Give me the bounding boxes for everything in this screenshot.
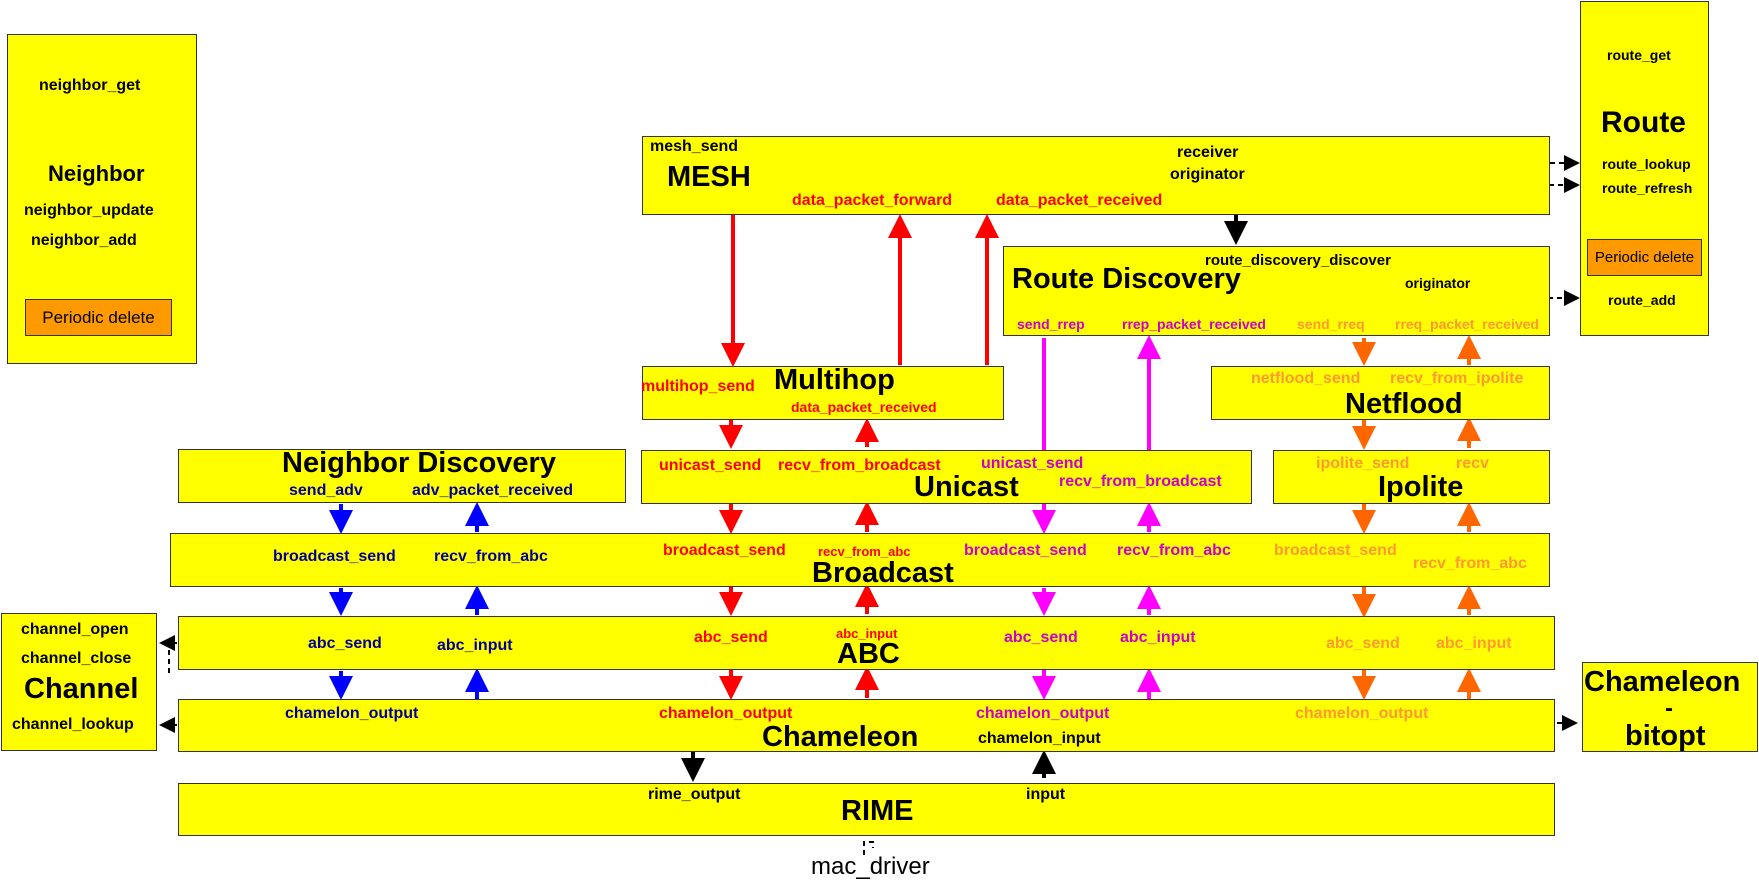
mesh-box	[642, 136, 1550, 215]
channel-box	[1, 613, 157, 751]
abc-title: ABC	[837, 638, 900, 670]
channel-close-label: channel_close	[21, 650, 132, 667]
ipolite-title: Ipolite	[1378, 471, 1464, 503]
multihop-received-label: data_packet_received	[791, 399, 937, 415]
route-discovery-originator-label: originator	[1405, 275, 1471, 291]
broadcast-recv-red-label: recv_from_abc	[818, 544, 911, 559]
neighbor-discovery-box	[178, 449, 626, 503]
neighbor-update-label: neighbor_update	[24, 202, 154, 219]
channel-title: Channel	[24, 673, 139, 705]
abc-box	[178, 616, 1555, 670]
route-add-label: route_add	[1608, 292, 1676, 308]
blue-arrows	[329, 502, 489, 700]
route-discovery-rrep-received-label: rrep_packet_received	[1122, 316, 1266, 332]
abc-send-red-label: abc_send	[694, 629, 768, 646]
route-discovery-rreq-received-label: rreq_packet_received	[1395, 316, 1539, 332]
mesh-forward-label: data_packet_forward	[792, 192, 953, 209]
mesh-received-label: data_packet_received	[996, 192, 1163, 209]
unicast-recv-mag-label: recv_from_broadcast	[1059, 473, 1222, 490]
unicast-recv-red-label: recv_from_broadcast	[778, 457, 941, 474]
neighbor-discovery-send-label: send_adv	[289, 482, 363, 499]
route-discovery-box	[1003, 246, 1550, 336]
rime-box	[178, 783, 1555, 836]
broadcast-recv-mag-label: recv_from_abc	[1117, 542, 1231, 559]
chameleon-output-org-label: chamelon_output	[1295, 705, 1429, 722]
abc-input-org-label: abc_input	[1436, 635, 1512, 652]
route-lookup-label: route_lookup	[1602, 156, 1691, 172]
broadcast-box	[170, 533, 1550, 587]
abc-input-red-label: abc_input	[836, 626, 898, 641]
channel-lookup-label: channel_lookup	[12, 716, 134, 733]
broadcast-recv-blue-label: recv_from_abc	[434, 548, 548, 565]
route-discovery-discover-label: route_discovery_discover	[1205, 252, 1391, 269]
rime-output-label: rime_output	[648, 786, 741, 803]
unicast-send-mag-label: unicast_send	[981, 455, 1084, 472]
neighbor-discovery-received-label: adv_packet_received	[412, 482, 573, 499]
route-discovery-send-rrep-label: send_rrep	[1017, 316, 1085, 332]
chameleon-bitopt-box	[1582, 662, 1758, 752]
abc-send-org-label: abc_send	[1326, 635, 1400, 652]
netflood-title: Netflood	[1345, 388, 1463, 420]
unicast-box	[641, 450, 1252, 504]
broadcast-send-org-label: broadcast_send	[1274, 542, 1397, 559]
chameleon-bitopt-line1: Chameleon	[1584, 666, 1741, 698]
unicast-title: Unicast	[914, 471, 1019, 503]
chameleon-box	[178, 699, 1555, 752]
mac-driver-label: mac_driver	[811, 853, 930, 880]
abc-send-mag-label: abc_send	[1004, 629, 1078, 646]
route-refresh-label: route_refresh	[1602, 180, 1693, 196]
route-discovery-title: Route Discovery	[1012, 263, 1241, 295]
neighbor-get-label: neighbor_get	[39, 77, 141, 94]
ipolite-recv-label: recv	[1456, 455, 1489, 472]
broadcast-send-mag-label: broadcast_send	[964, 542, 1087, 559]
mesh-receiver-label: receiver	[1177, 144, 1239, 161]
channel-open-label: channel_open	[21, 621, 129, 638]
unicast-send-red-label: unicast_send	[659, 457, 762, 474]
mesh-title: MESH	[667, 161, 751, 193]
route-title: Route	[1601, 106, 1686, 139]
route-box	[1580, 1, 1709, 336]
orange-arrows	[1352, 335, 1481, 700]
neighbor-discovery-title: Neighbor Discovery	[282, 447, 556, 479]
multihop-title: Multihop	[774, 364, 895, 396]
netflood-box	[1211, 366, 1550, 420]
red-send-arrows	[719, 215, 745, 700]
netflood-send-label: netflood_send	[1251, 370, 1361, 387]
ipolite-send-label: ipolite_send	[1316, 455, 1410, 472]
chameleon-bitopt-line2: -	[1665, 695, 1673, 722]
broadcast-title: Broadcast	[812, 557, 954, 589]
rime-title: RIME	[841, 795, 914, 827]
netflood-recv-label: recv_from_ipolite	[1390, 370, 1524, 387]
abc-send-blue-label: abc_send	[308, 635, 382, 652]
broadcast-send-red-label: broadcast_send	[663, 542, 786, 559]
chameleon-output-mag-label: chamelon_output	[976, 705, 1110, 722]
neighbor-add-label: neighbor_add	[31, 232, 137, 249]
route-periodic-delete: Periodic delete	[1587, 239, 1702, 276]
neighbor-title: Neighbor	[48, 161, 145, 186]
chameleon-output-red-label: chamelon_output	[659, 705, 793, 722]
mesh-send-label: mesh_send	[650, 138, 739, 155]
route-get-label: route_get	[1607, 47, 1671, 63]
abc-input-mag-label: abc_input	[1120, 629, 1196, 646]
abc-input-blue-label: abc_input	[437, 637, 513, 654]
broadcast-recv-org-label: recv_from_abc	[1413, 555, 1527, 572]
multihop-box	[642, 366, 1004, 420]
mesh-originator-label: originator	[1170, 166, 1245, 183]
chameleon-output-blue-label: chamelon_output	[285, 705, 419, 722]
broadcast-send-blue-label: broadcast_send	[273, 548, 396, 565]
route-discovery-send-rreq-label: send_rreq	[1297, 316, 1365, 332]
multihop-send-label: multihop_send	[641, 378, 755, 395]
chameleon-title: Chameleon	[762, 721, 919, 753]
neighbor-periodic-delete: Periodic delete	[25, 299, 172, 336]
rime-input-label: input	[1026, 786, 1066, 803]
chameleon-bitopt-line3: bitopt	[1625, 720, 1706, 752]
black-arrows	[681, 215, 1248, 782]
chameleon-input-label: chamelon_input	[978, 730, 1101, 747]
ipolite-box	[1273, 450, 1550, 504]
red-recv-arrows	[855, 214, 999, 698]
